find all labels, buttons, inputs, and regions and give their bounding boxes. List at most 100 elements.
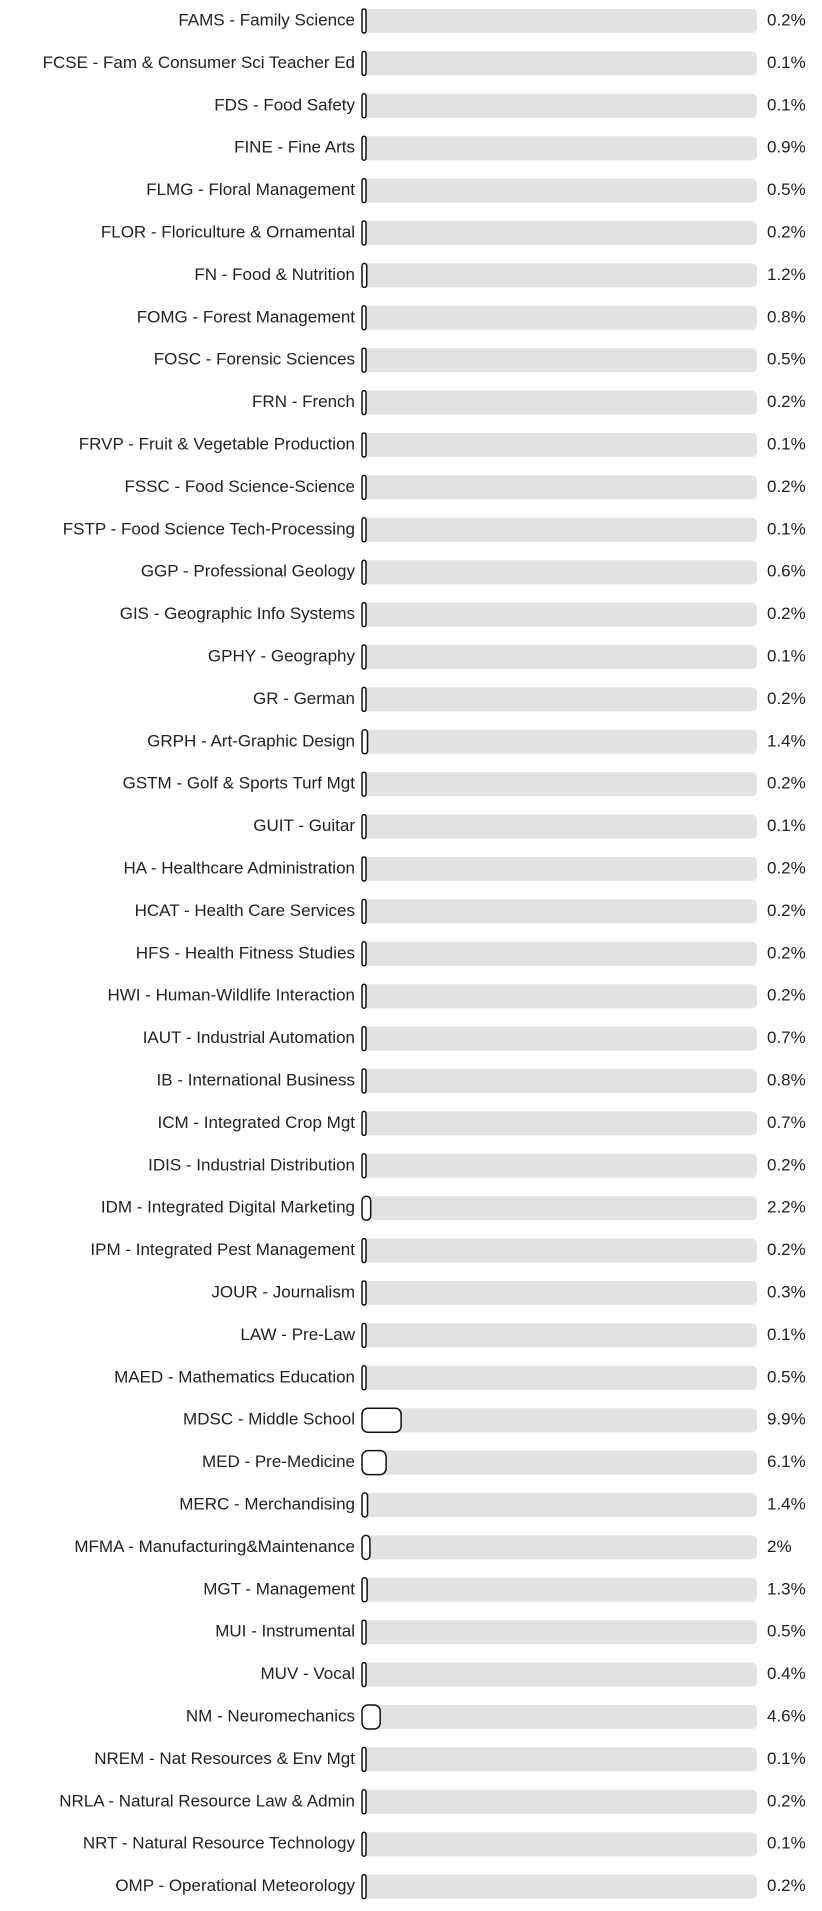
bar-track [362, 1111, 757, 1136]
bar-track [362, 1026, 757, 1051]
value-label: 0.8% [767, 307, 806, 326]
category-label: FRVP - Fruit & Vegetable Production [79, 434, 355, 453]
bar-track [362, 1153, 757, 1178]
value-label: 0.9% [767, 138, 806, 157]
value-label: 0.3% [767, 1282, 806, 1301]
bar [361, 305, 367, 331]
category-label: GRPH - Art-Graphic Design [147, 731, 355, 750]
category-label: LAW - Pre-Law [240, 1325, 355, 1344]
value-label: 0.2% [767, 1876, 806, 1895]
bar [361, 1746, 367, 1773]
value-label: 1.2% [767, 265, 806, 284]
bar [361, 644, 367, 670]
bar [361, 1237, 367, 1264]
bar-track [362, 390, 757, 415]
category-label: FAMS - Family Science [178, 10, 355, 29]
category-label: ICM - Integrated Crop Mgt [158, 1113, 356, 1132]
category-label: NRLA - Natural Resource Law & Admin [59, 1791, 355, 1810]
value-label: 0.8% [767, 1070, 806, 1089]
bar [361, 1153, 367, 1179]
category-label: FOSC - Forensic Sciences [154, 350, 355, 369]
bar-track [362, 645, 757, 669]
bar [361, 50, 367, 77]
category-label: MDSC - Middle School [183, 1410, 355, 1429]
value-label: 0.1% [767, 1749, 806, 1768]
bar [361, 1407, 402, 1433]
bar-track [362, 1577, 757, 1602]
category-label: MFMA - Manufacturing&Maintenance [74, 1537, 355, 1556]
category-label: JOUR - Journalism [211, 1282, 355, 1301]
value-label: 1.4% [767, 731, 806, 750]
category-label: HA - Healthcare Administration [124, 858, 356, 877]
value-label: 0.5% [767, 350, 806, 369]
bar-track [362, 857, 757, 881]
category-label: IB - International Business [157, 1070, 355, 1089]
value-label: 0.7% [767, 1113, 806, 1132]
value-label: 0.1% [767, 646, 806, 665]
bar [361, 93, 367, 119]
category-label: IPM - Integrated Pest Management [90, 1240, 355, 1259]
value-label: 0.4% [767, 1664, 806, 1683]
category-label: IAUT - Industrial Automation [143, 1028, 355, 1047]
value-label: 6.1% [767, 1452, 806, 1471]
bar [361, 8, 367, 34]
bar-track [362, 433, 757, 457]
bar [361, 1195, 372, 1221]
bar [361, 729, 369, 755]
bar-track [362, 1450, 757, 1475]
category-label: FSSC - Food Science-Science [124, 477, 355, 496]
value-label: 0.2% [767, 222, 806, 241]
bar [361, 813, 367, 840]
bar-track [362, 1281, 757, 1305]
value-label: 1.4% [767, 1494, 806, 1513]
value-label: 1.3% [767, 1579, 806, 1598]
value-label: 0.2% [767, 392, 806, 411]
bar-track [362, 1662, 757, 1687]
value-label: 0.1% [767, 95, 806, 114]
category-label: FSTP - Food Science Tech-Processing [63, 519, 355, 538]
bar-track [362, 1832, 757, 1857]
bar-track [362, 263, 757, 288]
value-label: 0.1% [767, 1834, 806, 1853]
bar [361, 1492, 369, 1518]
bar-track [362, 1493, 757, 1517]
value-label: 2% [767, 1537, 792, 1556]
bar-track [362, 1196, 757, 1221]
bar-track [362, 1323, 757, 1348]
bar [361, 601, 367, 628]
category-label: NRT - Natural Resource Technology [83, 1834, 356, 1853]
bar [361, 559, 367, 585]
bar-track [362, 1620, 757, 1645]
bar [361, 432, 367, 458]
bar [361, 135, 367, 161]
bar [361, 1789, 367, 1815]
value-label: 0.5% [767, 180, 806, 199]
bar-track [362, 51, 757, 76]
category-label: MAED - Mathematics Education [114, 1367, 355, 1386]
bar-track [362, 1535, 757, 1560]
bar-track [362, 560, 757, 585]
value-label: 0.5% [767, 1622, 806, 1641]
bar [361, 177, 367, 204]
value-label: 0.6% [767, 562, 806, 581]
value-label: 0.1% [767, 816, 806, 835]
bar [361, 1068, 367, 1094]
value-label: 0.2% [767, 689, 806, 708]
bar-track [362, 1238, 757, 1263]
bar [361, 1534, 371, 1561]
category-label: FOMG - Forest Management [137, 307, 356, 326]
value-label: 0.1% [767, 519, 806, 538]
category-label: GUIT - Guitar [253, 816, 355, 835]
bar-track [362, 899, 757, 924]
value-label: 0.1% [767, 434, 806, 453]
bar [361, 1619, 367, 1645]
value-label: 0.2% [767, 858, 806, 877]
category-label: MED - Pre-Medicine [202, 1452, 355, 1471]
category-label: OMP - Operational Meteorology [115, 1876, 355, 1895]
bar [361, 1110, 367, 1137]
bar-track [362, 136, 757, 161]
category-label: IDM - Integrated Digital Marketing [101, 1198, 355, 1217]
bar-track [362, 1069, 757, 1093]
category-label: FLMG - Floral Management [146, 180, 355, 199]
category-label: HFS - Health Fitness Studies [136, 943, 355, 962]
